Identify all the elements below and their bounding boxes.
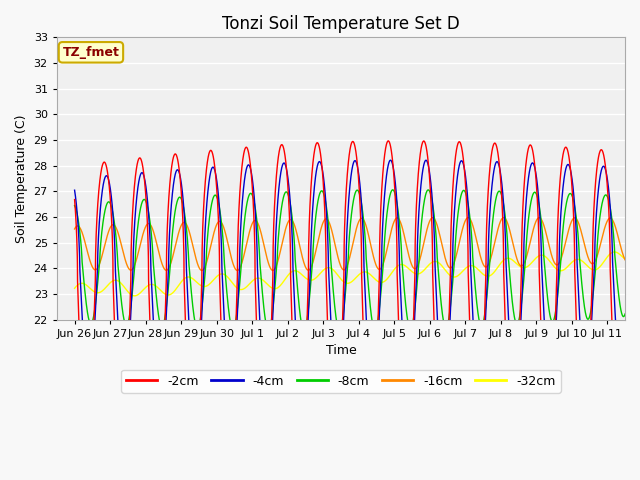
-2cm (71, 197, 79, 203)
Title: Tonzi Soil Temperature Set D: Tonzi Soil Temperature Set D (222, 15, 460, 33)
-4cm (387, 157, 394, 163)
-16cm (508, 233, 515, 239)
-2cm (516, 327, 524, 333)
-32cm (639, 249, 640, 254)
-2cm (438, 466, 446, 471)
Line: -8cm: -8cm (75, 190, 640, 331)
-8cm (168, 231, 176, 237)
-4cm (333, 394, 341, 400)
-16cm (71, 226, 79, 232)
-2cm (450, 173, 458, 179)
Legend: -2cm, -4cm, -8cm, -16cm, -32cm: -2cm, -4cm, -8cm, -16cm, -32cm (121, 370, 561, 393)
-4cm (508, 361, 515, 367)
Line: -16cm: -16cm (75, 217, 640, 271)
-4cm (639, 176, 640, 182)
Y-axis label: Soil Temperature (C): Soil Temperature (C) (15, 114, 28, 243)
-16cm (639, 219, 640, 225)
X-axis label: Time: Time (326, 344, 356, 357)
-16cm (450, 261, 458, 267)
-8cm (71, 203, 79, 208)
-2cm (639, 182, 640, 188)
-2cm (508, 455, 515, 460)
Text: TZ_fmet: TZ_fmet (63, 46, 120, 59)
-8cm (508, 288, 515, 294)
-4cm (438, 386, 446, 392)
-16cm (438, 243, 446, 249)
-8cm (639, 195, 640, 201)
-32cm (508, 256, 515, 262)
-8cm (389, 187, 397, 192)
Line: -32cm: -32cm (75, 252, 640, 296)
-4cm (71, 187, 79, 193)
-16cm (234, 268, 241, 274)
-2cm (491, 140, 499, 146)
-4cm (168, 191, 176, 196)
-8cm (300, 328, 308, 334)
-16cm (516, 262, 524, 268)
-2cm (385, 138, 392, 144)
-4cm (491, 164, 499, 170)
-32cm (450, 274, 458, 280)
-16cm (491, 240, 499, 246)
-4cm (450, 222, 458, 228)
-2cm (331, 472, 339, 478)
-16cm (465, 215, 472, 220)
-32cm (491, 269, 499, 275)
-8cm (450, 268, 458, 274)
Line: -2cm: -2cm (75, 141, 640, 475)
Line: -4cm: -4cm (75, 160, 640, 397)
-8cm (516, 313, 524, 319)
-16cm (168, 255, 176, 261)
-2cm (168, 159, 176, 165)
-32cm (131, 293, 138, 299)
-4cm (516, 340, 524, 346)
-32cm (516, 263, 524, 269)
-32cm (71, 286, 79, 291)
-8cm (491, 203, 499, 209)
-8cm (438, 310, 446, 316)
-32cm (438, 263, 446, 269)
-32cm (169, 290, 177, 296)
